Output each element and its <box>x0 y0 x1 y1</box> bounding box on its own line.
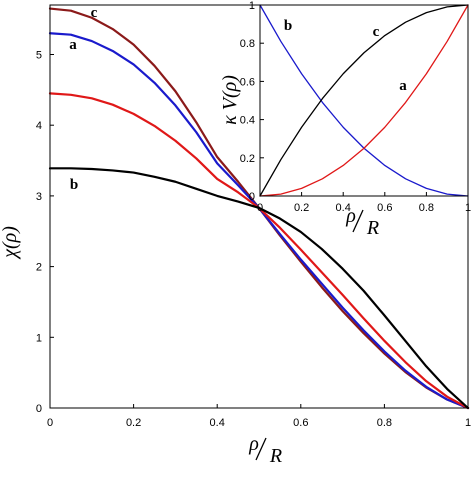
main-y-tick-label: 5 <box>36 49 42 61</box>
inset-series-tag-c: c <box>373 24 380 40</box>
main-x-tick-label: 0.8 <box>377 417 392 429</box>
inset-y-tick-label: 1 <box>249 0 255 12</box>
inset-x-tick-label: 1 <box>465 202 471 214</box>
inset-x-tick-label: 0.6 <box>377 202 392 214</box>
main-y-axis-label: χ(ρ) <box>0 226 21 260</box>
main-y-tick-label: 3 <box>36 191 42 203</box>
main-x-label-numerator: ρ <box>248 433 259 455</box>
inset-x-axis-label: ρR <box>345 205 379 239</box>
inset-series-line-3 <box>259 4 469 197</box>
inset-x-tick-label: 0 <box>257 202 263 214</box>
inset-y-tick-label: 0 <box>249 191 255 203</box>
inset-y-axis-label: κ V(ρ) <box>219 75 241 125</box>
main-x-tick-label: 1 <box>465 417 471 429</box>
inset-x-label-numerator: ρ <box>345 205 356 227</box>
main-y-tick-label: 0 <box>36 403 42 415</box>
main-x-tick-label: 0 <box>47 417 53 429</box>
inset-plot-frame <box>259 4 469 197</box>
main-y-tick-label: 4 <box>36 120 42 132</box>
main-series-line-4 <box>48 167 470 410</box>
inset-series-line-2 <box>259 4 469 197</box>
main-x-tick-label: 0.4 <box>210 417 225 429</box>
inset-background <box>260 5 468 196</box>
inset-x-label-slash <box>352 209 364 233</box>
main-x-tick-label: 0.6 <box>293 417 308 429</box>
main-y-tick-label: 2 <box>36 262 42 274</box>
inset-x-tick-label: 0.4 <box>336 202 351 214</box>
main-x-label-slash <box>255 437 267 461</box>
inset-y-tick-label: 0.8 <box>240 38 255 50</box>
inset-series-tag-b: b <box>284 18 292 34</box>
inset-y-tick-label: 0.6 <box>240 76 255 88</box>
main-plot-frame <box>49 4 469 409</box>
main-x-tick-label: 0.2 <box>126 417 141 429</box>
main-series-tag-b: b <box>70 177 78 193</box>
inset-y-tick-label: 0.2 <box>240 153 255 165</box>
main-y-tick-label: 1 <box>36 332 42 344</box>
inset-y-tick-label: 0.4 <box>240 115 255 127</box>
main-series-tag-c: c <box>91 5 98 21</box>
inset-x-label-denominator: R <box>366 217 379 239</box>
main-x-axis-label: ρR <box>248 433 282 467</box>
main-series-tag-a: a <box>69 37 77 53</box>
inset-series-tag-a: a <box>399 78 407 94</box>
inset-x-tick-label: 0.8 <box>419 202 434 214</box>
main-x-label-denominator: R <box>269 445 282 467</box>
inset-x-tick-label: 0.2 <box>294 202 309 214</box>
